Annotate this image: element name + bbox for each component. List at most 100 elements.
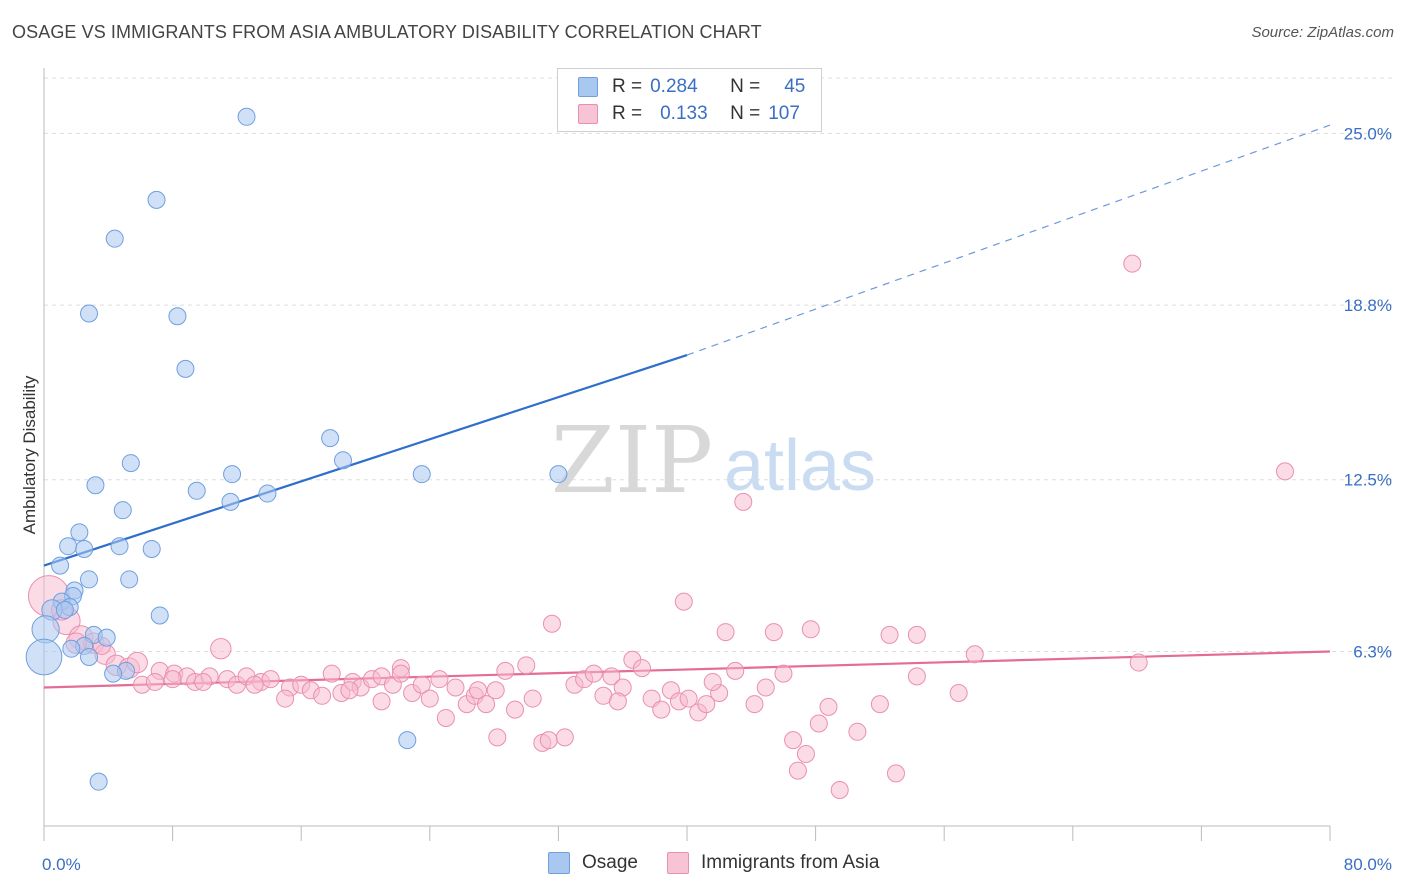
osage-point xyxy=(104,664,123,683)
series-legend: Osage Immigrants from Asia xyxy=(0,852,1406,878)
asia-point xyxy=(436,708,455,727)
watermark-atlas: atlas xyxy=(724,426,876,506)
chart-source: Source: ZipAtlas.com xyxy=(1251,24,1394,41)
asia-point xyxy=(1129,653,1148,672)
asia-point xyxy=(542,614,561,633)
osage-point xyxy=(147,190,166,209)
watermark-zip: ZIP xyxy=(551,407,713,514)
osage-point xyxy=(150,606,169,625)
osage-point xyxy=(55,600,74,619)
osage-point xyxy=(412,465,431,484)
asia-point xyxy=(652,700,671,719)
asia-point xyxy=(372,692,391,711)
asia-point xyxy=(703,672,722,691)
asia-point xyxy=(194,672,213,691)
legend-r-label: R = xyxy=(612,103,643,124)
asia-point xyxy=(313,686,332,705)
asia-point xyxy=(420,689,439,708)
asia-point xyxy=(245,675,264,694)
asia-point xyxy=(391,664,410,683)
asia-point xyxy=(539,731,558,750)
asia-point xyxy=(726,661,745,680)
osage-point xyxy=(80,648,99,667)
series-asia-points xyxy=(27,254,1294,799)
asia-point xyxy=(261,670,280,689)
osage-point xyxy=(176,359,195,378)
osage-point xyxy=(223,465,242,484)
x-tick-label-max: 80.0% xyxy=(1344,855,1392,874)
asia-point xyxy=(412,675,431,694)
asia-point xyxy=(697,695,716,714)
x-tick-label-min: 0.0% xyxy=(42,855,81,874)
asia-point xyxy=(446,678,465,697)
asia-point xyxy=(1275,462,1294,481)
asia-point xyxy=(756,678,775,697)
osage-point xyxy=(549,465,568,484)
legend-r-label: R = xyxy=(612,76,643,97)
asia-point xyxy=(608,692,627,711)
asia-point xyxy=(584,664,603,683)
asia-point xyxy=(716,623,735,642)
legend-r-value: 0.133 xyxy=(660,103,708,124)
osage-point xyxy=(110,537,129,556)
asia-point xyxy=(430,670,449,689)
osage-point xyxy=(187,481,206,500)
legend-n-value: 45 xyxy=(784,76,806,97)
osage-point xyxy=(120,570,139,589)
asia-point xyxy=(505,700,524,719)
osage-point xyxy=(62,639,81,658)
osage-point xyxy=(258,484,277,503)
asia-point xyxy=(830,780,849,799)
chart-title: OSAGE VS IMMIGRANTS FROM ASIA AMBULATORY… xyxy=(12,22,762,42)
legend-osage-label: Osage xyxy=(582,852,638,873)
osage-trend-extension xyxy=(686,124,1331,356)
osage-point xyxy=(80,304,99,323)
asia-point xyxy=(809,714,828,733)
asia-point xyxy=(145,672,164,691)
asia-point xyxy=(210,637,232,660)
asia-point xyxy=(848,722,867,741)
osage-point xyxy=(97,628,116,647)
asia-point xyxy=(774,664,793,683)
asia-point xyxy=(322,664,341,683)
asia-point xyxy=(819,697,838,716)
asia-point xyxy=(488,728,507,747)
legend-item-asia[interactable]: Immigrants from Asia xyxy=(667,852,879,874)
asia-point xyxy=(477,695,496,714)
asia-point xyxy=(679,689,698,708)
asia-point xyxy=(880,625,899,644)
asia-point xyxy=(555,728,574,747)
asia-point xyxy=(340,681,359,700)
axes xyxy=(43,68,1331,841)
asia-point xyxy=(801,620,820,639)
osage-point xyxy=(333,451,352,470)
osage-point xyxy=(321,429,340,448)
y-tick-label: 18.8% xyxy=(1344,296,1392,315)
asia-point xyxy=(745,695,764,714)
osage-point xyxy=(75,539,94,558)
osage-point xyxy=(237,107,256,126)
y-tick-label: 25.0% xyxy=(1344,124,1392,143)
asia-point xyxy=(496,661,515,680)
asia-point xyxy=(870,695,889,714)
asia-point xyxy=(764,623,783,642)
correlation-legend: R = 0.284 N = 45 R = 0.133 N = 107 xyxy=(557,68,822,132)
legend-row-osage: R = 0.284 N = 45 xyxy=(578,75,805,99)
asia-point xyxy=(907,625,926,644)
osage-point xyxy=(80,570,99,589)
asia-point xyxy=(734,492,753,511)
osage-point xyxy=(168,307,187,326)
y-tick-label: 12.5% xyxy=(1344,471,1392,490)
legend-n-label: N = xyxy=(730,103,761,124)
osage-point xyxy=(142,539,161,558)
asia-point xyxy=(965,645,984,664)
legend-item-osage[interactable]: Osage xyxy=(548,852,638,874)
osage-point xyxy=(105,229,124,248)
asia-point xyxy=(276,689,295,708)
asia-point xyxy=(784,731,803,750)
series-osage-points xyxy=(25,107,568,791)
asia-point xyxy=(469,681,488,700)
asia-point xyxy=(1123,254,1142,273)
tick-labels: 6.3% 12.5% 18.8% 25.0% 0.0% 80.0% xyxy=(42,124,1392,874)
legend-asia-label: Immigrants from Asia xyxy=(701,852,880,873)
